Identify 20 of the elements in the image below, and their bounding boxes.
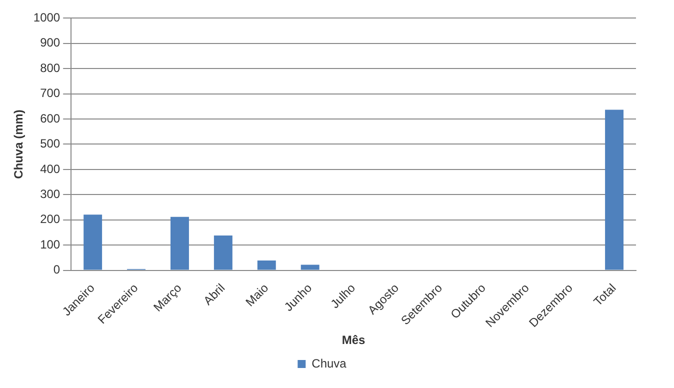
x-axis-title: Mês [342, 333, 366, 348]
bar [170, 216, 189, 270]
bar [257, 260, 276, 270]
bar [300, 264, 320, 270]
bar [605, 110, 624, 270]
y-tick-label: 200 [40, 212, 60, 226]
y-tick-label: 600 [40, 111, 60, 126]
y-axis-title: Chuva (mm) [12, 110, 26, 179]
y-tick-label: 100 [40, 237, 60, 252]
y-tick-label: 700 [40, 86, 60, 100]
y-tick-label: 1000 [33, 10, 60, 25]
y-tick-label: 800 [40, 60, 60, 75]
y-tick-label: 300 [40, 186, 60, 201]
y-tick-label: 400 [40, 162, 60, 176]
bar [84, 214, 102, 270]
bar [214, 235, 232, 270]
y-tick-label: 500 [40, 136, 60, 151]
y-tick-label: 0 [53, 262, 60, 277]
legend-label: Chuva [312, 356, 347, 370]
y-tick-label: 900 [40, 36, 60, 50]
